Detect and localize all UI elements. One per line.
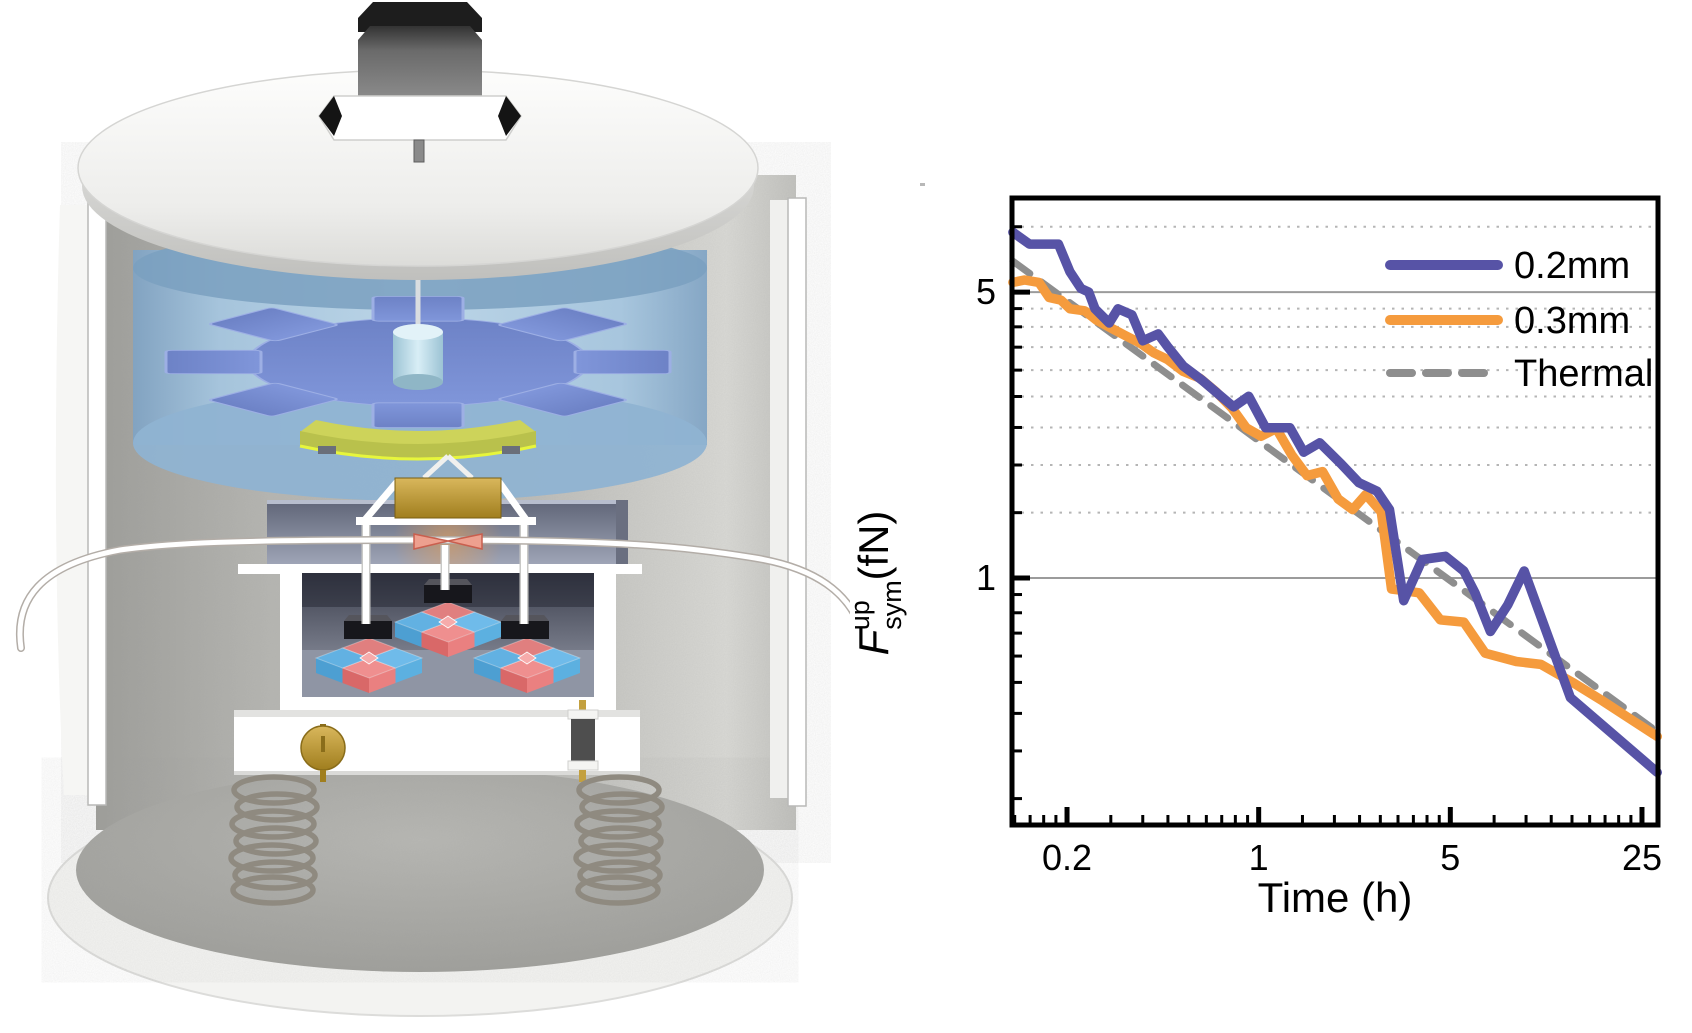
x-axis-label: Time (h): [1258, 874, 1413, 921]
y-tick-label: 1: [976, 557, 996, 598]
legend-label-0.2mm: 0.2mm: [1514, 245, 1630, 287]
y-tick-label: 5: [976, 271, 996, 312]
shield-disk: [299, 420, 537, 461]
x-tick-label: 25: [1622, 837, 1662, 878]
base-plate: [47, 768, 793, 1017]
drive-motor: [318, 2, 522, 163]
test-mass-block: [394, 477, 502, 519]
speck-artifact: [920, 183, 925, 186]
hex-mount: [318, 95, 522, 141]
support-spring-right: [573, 774, 665, 906]
x-tick-label: 5: [1440, 837, 1460, 878]
plot-frame: [1009, 195, 1661, 828]
adjustment-knob: [300, 724, 346, 782]
series-0.2mm: [1008, 227, 1662, 778]
rotor-hub: [393, 324, 443, 390]
apparatus-illustration: [16, 2, 850, 1017]
torsion-fiber: [16, 533, 850, 652]
fiber-joint: [413, 533, 483, 550]
x-tick-label: 1: [1249, 837, 1269, 878]
damper-cylinder: [567, 700, 599, 782]
y-axis-label: Fsymup (fN): [850, 511, 907, 656]
x-tick-label: 0.2: [1042, 837, 1092, 878]
vacuum-chamber-shell: [55, 197, 807, 807]
legend-label-0.3mm: 0.3mm: [1514, 300, 1630, 342]
isolation-stage: [234, 700, 640, 782]
legend-label-Thermal: Thermal: [1514, 353, 1653, 395]
support-spring-left: [228, 774, 320, 906]
chamber-lid: [77, 69, 759, 280]
